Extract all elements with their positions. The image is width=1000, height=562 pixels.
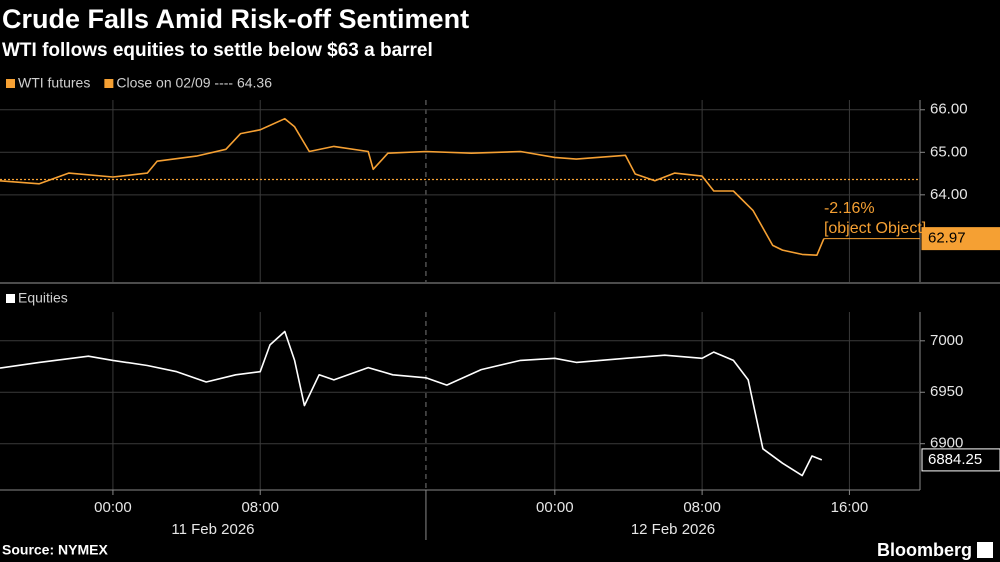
legend-label: Equities xyxy=(18,290,68,306)
date-label: 12 Feb 2026 xyxy=(631,521,715,538)
last-value-label: 62.97 xyxy=(928,230,966,247)
legend-swatch xyxy=(6,294,15,303)
legend-swatch xyxy=(104,79,114,88)
x-tick-label: 08:00 xyxy=(683,499,721,516)
last-value-box xyxy=(921,448,1000,472)
x-tick-label: 00:00 xyxy=(536,499,574,516)
brand-icon xyxy=(977,542,993,558)
source: Source: NYMEX xyxy=(2,542,108,558)
brand: Bloomberg xyxy=(877,540,972,560)
y-tick-label: 6900 xyxy=(930,435,963,452)
last-value-box xyxy=(921,227,1000,251)
x-tick-label: 08:00 xyxy=(241,499,279,516)
date-label: 11 Feb 2026 xyxy=(171,521,254,538)
y-tick-label: 65.00 xyxy=(930,143,968,160)
y-tick-label: 66.00 xyxy=(930,101,968,118)
last-value-label: 6884.25 xyxy=(928,451,982,468)
y-tick-label: 6950 xyxy=(930,383,963,400)
legend-label: WTI futures xyxy=(18,75,90,91)
x-tick-label: 16:00 xyxy=(831,499,869,516)
chart-subtitle: WTI follows equities to settle below $63… xyxy=(2,40,433,61)
y-tick-label: 7000 xyxy=(930,332,963,349)
chart-title: Crude Falls Amid Risk-off Sentiment xyxy=(2,4,469,34)
series-line xyxy=(0,117,825,256)
series-line xyxy=(0,330,823,477)
annotation: -2.16% xyxy=(824,200,875,217)
legend-label: Close on 02/09 ---- 64.36 xyxy=(116,75,272,91)
legend-swatch xyxy=(6,79,15,88)
x-tick-label: 00:00 xyxy=(94,499,132,516)
y-tick-label: 64.00 xyxy=(930,186,968,203)
annotation: [object Object] xyxy=(824,220,926,237)
